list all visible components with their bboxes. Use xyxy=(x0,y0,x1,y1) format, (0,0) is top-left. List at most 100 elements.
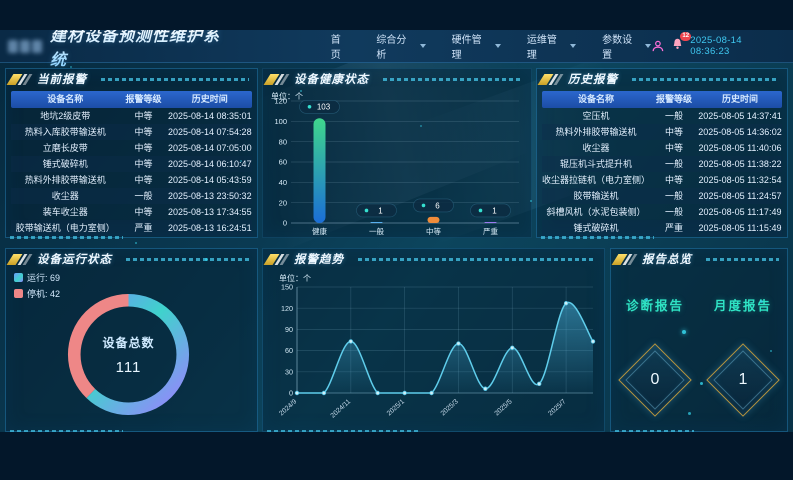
table-row: 装车收尘器 中等 2025-08-13 17:34:55 xyxy=(11,204,252,220)
unit-label: 单位：个 xyxy=(279,274,311,283)
nav-item-operations[interactable]: 运维管理 xyxy=(527,31,577,61)
nav-item-home[interactable]: 首页 xyxy=(331,31,351,61)
current-alarms-table: 设备名称 报警等级 历史时间 地坑2级皮带 中等 2025-08-14 08:35:01 热… xyxy=(11,91,252,236)
table-cell: 空压机 xyxy=(582,111,610,121)
table-header-row: 设备名称 报警等级 历史时间 xyxy=(542,91,782,108)
panel-bottom-dashes xyxy=(10,236,123,239)
panel-title: 设备运行状态 xyxy=(37,254,112,266)
report-label: 诊断报告 xyxy=(625,299,684,313)
table-cell: 辊压机斗式提升机 xyxy=(559,159,632,169)
table-cell: 中等 xyxy=(134,111,153,121)
notifications-button[interactable]: 12 xyxy=(671,31,692,56)
header-right: 12 2025-08-14 08:36:23 xyxy=(651,31,783,57)
table-cell: 一般 xyxy=(664,191,683,201)
panel-title: 设备健康状态 xyxy=(294,74,369,86)
table-cell: 2025-08-05 11:17:49 xyxy=(698,207,782,217)
brand: 建材设备预测性维护系统 xyxy=(8,30,235,70)
report-diamond: 1 xyxy=(706,343,780,417)
table-cell: 热料外排胶带输送机 xyxy=(24,175,106,185)
panel-title: 当前报警 xyxy=(37,74,87,86)
svg-text:健康: 健康 xyxy=(312,226,327,236)
table-cell: 中等 xyxy=(134,143,153,153)
table-cell: 胶带输送机 xyxy=(573,191,619,201)
nav-item-hardware[interactable]: 硬件管理 xyxy=(452,31,501,61)
svg-text:100: 100 xyxy=(274,117,287,126)
table-row: 热料外排胶带输送机 中等 2025-08-05 14:36:02 xyxy=(542,124,782,140)
table-row: 辊压机斗式提升机 一般 2025-08-05 11:38:22 xyxy=(542,156,782,172)
table-cell: 立磨长皮带 xyxy=(42,143,88,153)
table-cell: 2025-08-13 17:34:55 xyxy=(168,207,252,217)
table-cell: 一般 xyxy=(664,159,683,169)
report-count: 0 xyxy=(650,371,660,388)
running-donut-chart xyxy=(67,293,190,416)
history-alarms-table: 设备名称 报警等级 历史时间 空压机 一般 2025-08-05 14:37:41 热料外排… xyxy=(542,91,782,236)
nav-item-parameters[interactable]: 参数设置 xyxy=(602,31,652,61)
panel-title-dashes xyxy=(358,257,596,261)
panel-title-dashes xyxy=(632,77,779,81)
panel-header: 设备健康状态 xyxy=(263,69,531,89)
panel-current-alarms: 当前报警 设备名称 报警等级 历史时间 地坑2级皮带 中等 2025-08-14 08:3… xyxy=(5,68,258,239)
table-cell: 中等 xyxy=(664,143,683,153)
chevron-down-icon xyxy=(645,44,652,48)
table-cell: 2025-08-05 14:36:02 xyxy=(698,127,782,137)
table-header-cell: 设备名称 xyxy=(47,94,84,104)
svg-text:30: 30 xyxy=(285,367,293,376)
nav-label: 参数设置 xyxy=(602,35,633,61)
table-cell: 胶带输送机（电力室侧） xyxy=(15,223,115,233)
table-cell: 中等 xyxy=(664,127,683,137)
svg-text:60: 60 xyxy=(285,346,293,355)
app-logo xyxy=(8,39,44,53)
notification-badge: 12 xyxy=(680,31,692,41)
donut-legend: 运行: 69 停机: 42 xyxy=(14,271,60,300)
main-nav: 首页 综合分析 硬件管理 运维管理 参数设置 xyxy=(331,31,652,61)
report-diamond: 0 xyxy=(618,343,692,417)
monthly-report-button[interactable]: 月度报告 1 xyxy=(706,295,780,417)
panel-title-dashes xyxy=(126,257,249,261)
chevron-down-icon xyxy=(419,44,426,48)
reports-container: 诊断报告 0 月度报告 1 xyxy=(611,295,787,417)
svg-text:2024/9: 2024/9 xyxy=(278,398,298,417)
nav-item-analysis[interactable]: 综合分析 xyxy=(376,31,426,61)
panel-bottom-dashes xyxy=(615,430,695,432)
svg-text:103: 103 xyxy=(317,103,331,112)
table-cell: 锤式破碎机 xyxy=(42,159,88,169)
svg-text:1: 1 xyxy=(492,206,497,215)
svg-text:40: 40 xyxy=(279,178,287,187)
svg-text:120: 120 xyxy=(274,97,287,106)
table-cell: 收尘器拉链机（电力室侧） xyxy=(542,175,650,185)
table-cell: 地坑2级皮带 xyxy=(40,111,91,121)
chevron-down-icon xyxy=(570,44,577,48)
table-row: 立磨长皮带 中等 2025-08-14 07:05:00 xyxy=(11,140,252,156)
table-cell: 热料外排胶带输送机 xyxy=(555,127,637,137)
svg-text:一般: 一般 xyxy=(369,226,384,236)
table-row: 锤式破碎机 中等 2025-08-14 06:10:47 xyxy=(11,156,252,172)
table-cell: 2025-08-14 06:10:47 xyxy=(168,159,252,169)
table-cell: 斜槽风机（水泥包装侧） xyxy=(546,207,646,217)
app-header: 建材设备预测性维护系统 首页 综合分析 硬件管理 运维管理 参数设置 xyxy=(0,30,793,69)
chevron-down-icon xyxy=(494,44,501,48)
svg-text:0: 0 xyxy=(289,389,293,398)
panel-history-alarms: 历史报警 设备名称 报警等级 历史时间 空压机 一般 2025-08-05 14:37:4… xyxy=(536,68,788,239)
table-row: 空压机 一般 2025-08-05 14:37:41 xyxy=(542,108,782,124)
svg-text:150: 150 xyxy=(281,283,293,292)
svg-text:120: 120 xyxy=(281,304,293,313)
svg-text:2024/11: 2024/11 xyxy=(330,398,353,419)
table-cell: 中等 xyxy=(134,127,153,137)
alarm-trend-chart: 0 30 60 90 120 150 2024/9 2024/11 2025/1 2025/3 20… xyxy=(278,283,596,420)
table-row: 热料入库胶带输送机 中等 2025-08-14 07:54:28 xyxy=(11,124,252,140)
table-cell: 一般 xyxy=(664,111,683,121)
user-icon[interactable] xyxy=(651,39,665,53)
panel-health-status: 设备健康状态 单位：个 0 20 40 60 80 100 120 103 健康 1 一般 6 中等 1 严… xyxy=(262,68,532,238)
app-title: 建材设备预测性维护系统 xyxy=(50,30,235,70)
panel-title: 报告总览 xyxy=(642,254,692,266)
table-row: 胶带输送机（电力室侧） 严重 2025-08-13 16:24:51 xyxy=(11,220,252,236)
nav-label: 综合分析 xyxy=(376,35,407,61)
table-row: 收尘器 一般 2025-08-13 23:50:32 xyxy=(11,188,252,204)
legend-swatch xyxy=(14,273,23,282)
table-cell: 严重 xyxy=(664,223,683,233)
table-cell: 2025-08-14 07:05:00 xyxy=(168,143,252,153)
svg-text:1: 1 xyxy=(378,206,383,215)
nav-label: 首页 xyxy=(330,35,341,61)
diagnostic-report-button[interactable]: 诊断报告 0 xyxy=(618,295,692,417)
